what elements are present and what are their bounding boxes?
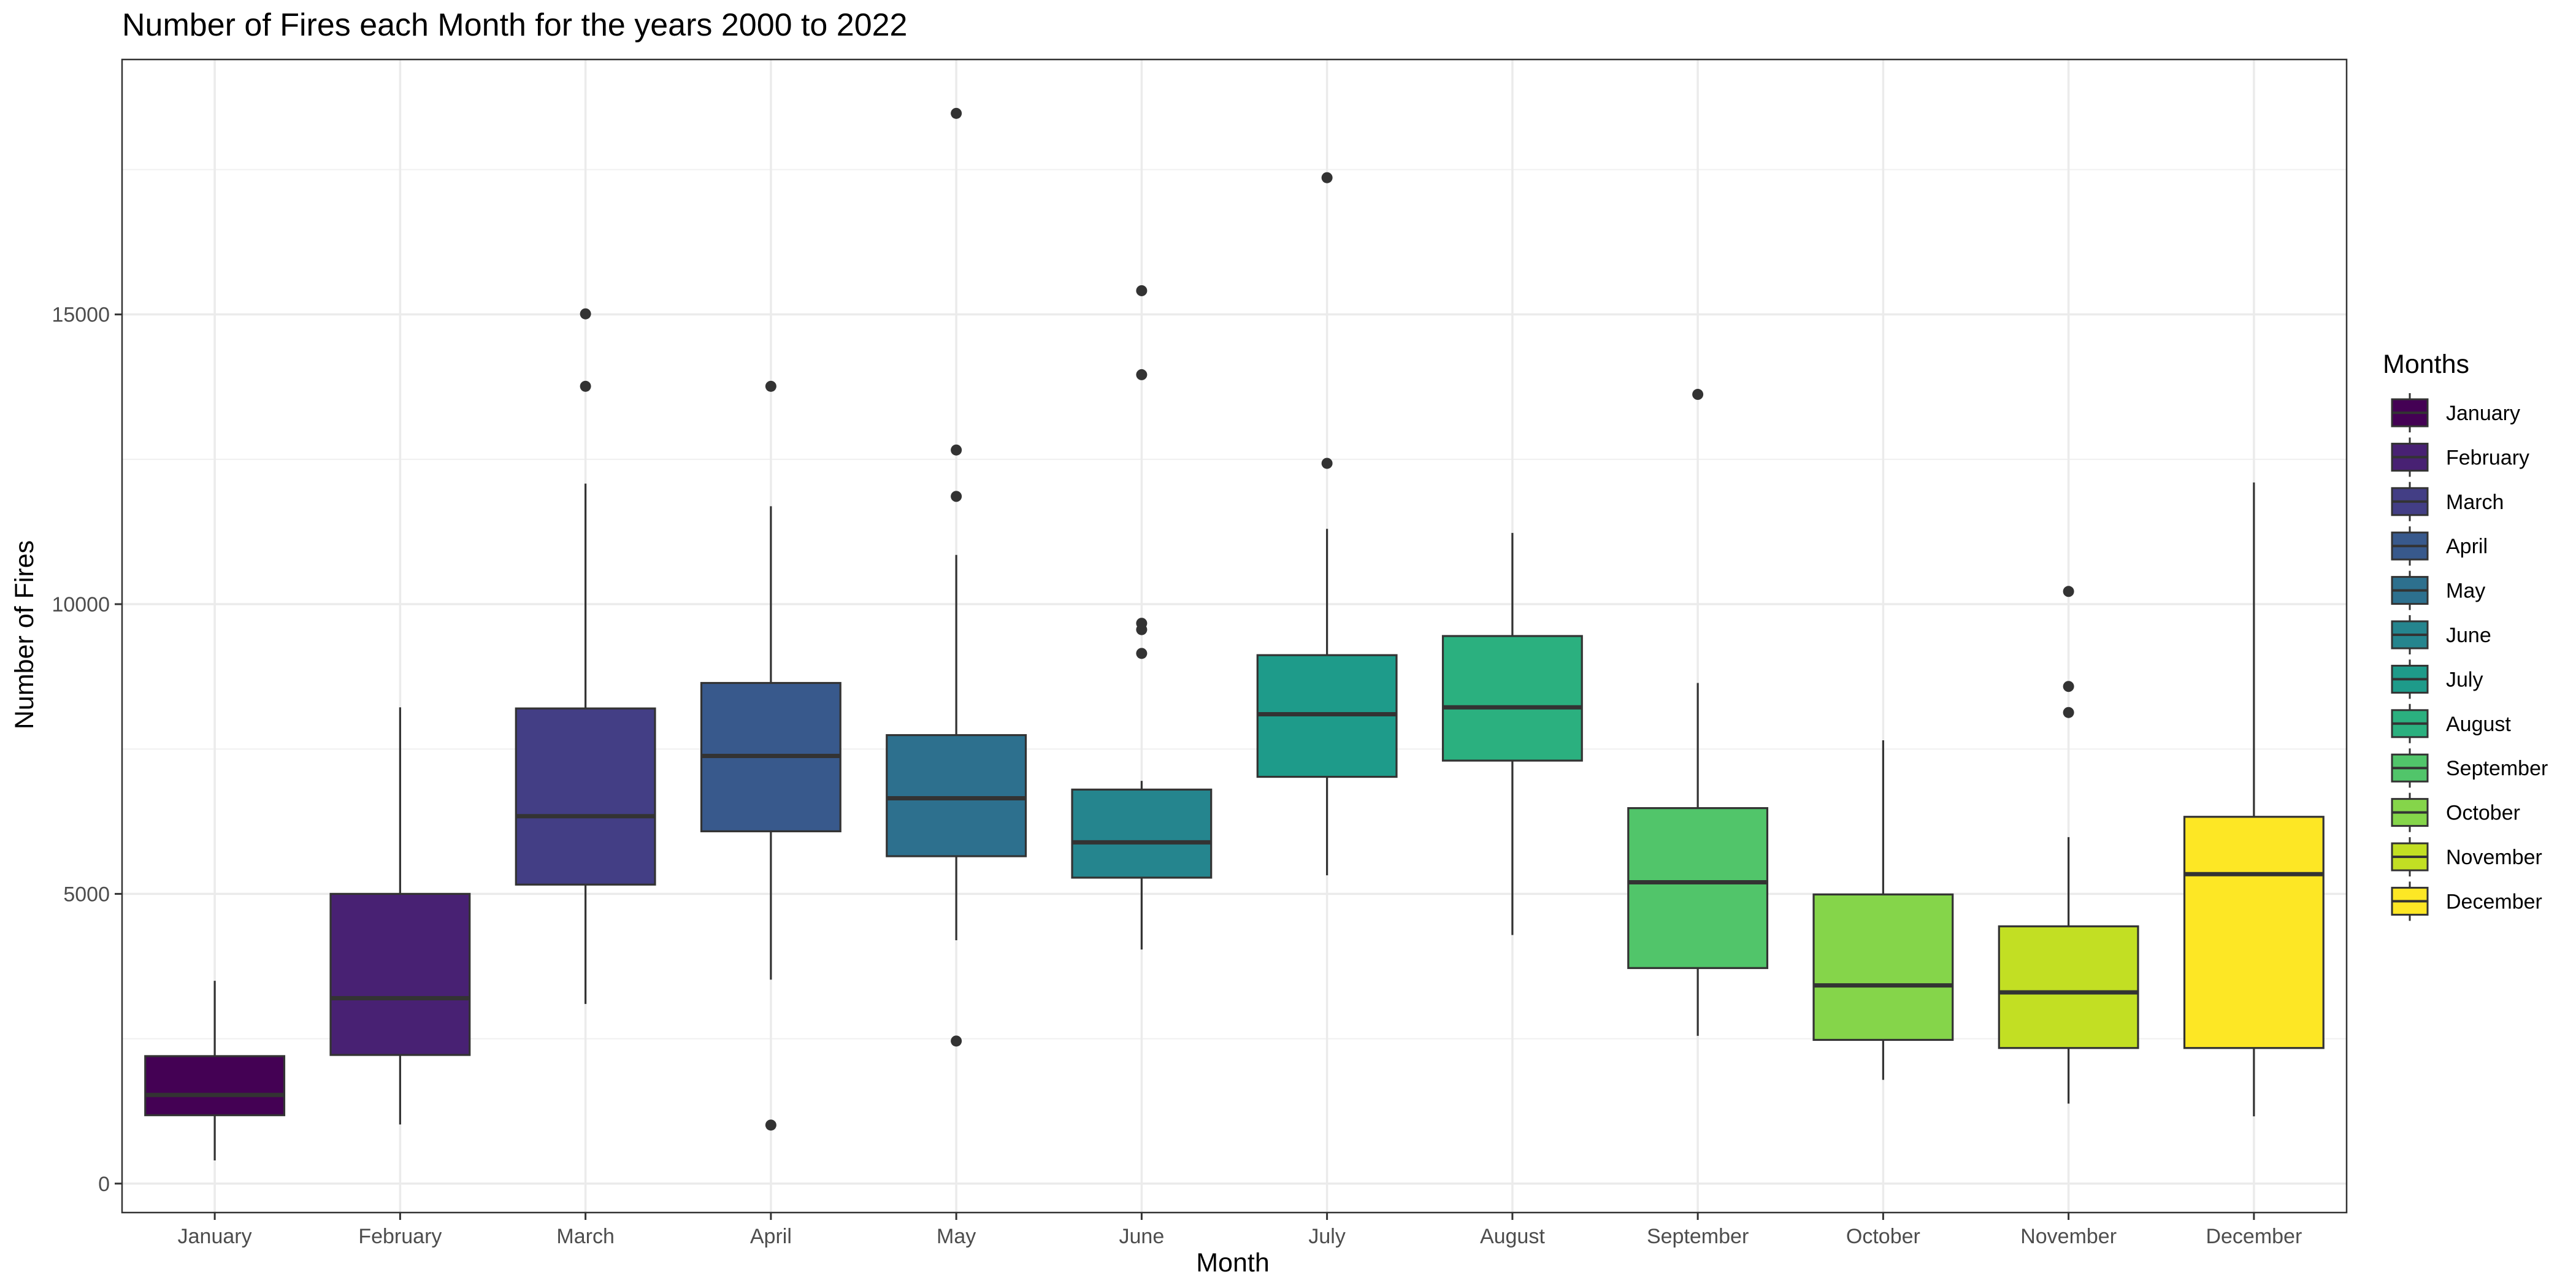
x-tick-label: December: [2206, 1225, 2302, 1248]
box-june: [1071, 285, 1213, 950]
outlier-point: [951, 107, 962, 119]
legend-label: November: [2446, 846, 2542, 869]
x-tick-label: April: [750, 1225, 792, 1248]
box-iqr: [1441, 635, 1583, 762]
legend-label: February: [2446, 446, 2529, 469]
x-tick-label: May: [937, 1225, 976, 1248]
box-iqr: [1998, 925, 2139, 1049]
legend-label: March: [2446, 491, 2504, 514]
y-tick-label: 0: [98, 1173, 110, 1196]
legend-item-march: March: [2391, 481, 2504, 521]
outlier-point: [580, 308, 591, 320]
legend-item-october: October: [2391, 792, 2520, 832]
x-tick-label: October: [1846, 1225, 1920, 1248]
outlier-point: [580, 380, 591, 392]
box-iqr: [886, 734, 1027, 857]
box-november: [1998, 586, 2139, 1104]
outlier-point: [1321, 458, 1333, 469]
boxplot-series: [144, 107, 2325, 1160]
box-august: [1441, 532, 1583, 935]
legend-item-may: May: [2391, 570, 2485, 610]
outlier-point: [951, 1035, 962, 1047]
box-march: [515, 308, 656, 1004]
chart-title: Number of Fires each Month for the years…: [122, 7, 907, 43]
x-tick-label: September: [1647, 1225, 1749, 1248]
panel-border: [121, 58, 2348, 1214]
outlier-point: [1136, 618, 1148, 629]
x-tick-label: July: [1308, 1225, 1345, 1248]
legend-item-december: December: [2391, 881, 2542, 921]
legend-item-november: November: [2391, 837, 2542, 876]
x-tick-label: January: [178, 1225, 252, 1248]
outlier-point: [1136, 369, 1148, 380]
legend-label: October: [2446, 802, 2520, 825]
box-february: [329, 707, 471, 1125]
x-tick-label: June: [1119, 1225, 1165, 1248]
outlier-point: [765, 1119, 776, 1131]
legend-item-june: June: [2391, 615, 2491, 654]
outlier-point: [765, 380, 776, 392]
box-april: [700, 380, 841, 1131]
box-iqr: [1812, 893, 1954, 1041]
box-iqr: [2183, 816, 2325, 1049]
x-tick-label: March: [556, 1225, 614, 1248]
outlier-point: [951, 491, 962, 502]
y-tick-label: 15000: [52, 304, 110, 327]
outlier-point: [1692, 389, 1704, 401]
legend-item-july: July: [2391, 659, 2483, 699]
y-tick-label: 10000: [52, 593, 110, 616]
box-iqr: [1071, 788, 1213, 879]
box-september: [1627, 389, 1769, 1036]
legend-label: April: [2446, 535, 2488, 558]
legend-label: May: [2446, 580, 2485, 603]
box-january: [144, 981, 286, 1160]
box-july: [1256, 172, 1398, 876]
outlier-point: [2063, 681, 2074, 692]
legend-item-september: September: [2391, 748, 2548, 788]
box-iqr: [144, 1055, 286, 1116]
outlier-point: [2063, 586, 2074, 597]
legend-title: Months: [2383, 350, 2469, 379]
box-may: [886, 107, 1027, 1047]
legend-label: January: [2446, 402, 2520, 425]
outlier-point: [2063, 707, 2074, 718]
legend-item-april: April: [2391, 526, 2488, 566]
legend-item-february: February: [2391, 437, 2529, 477]
legend-label: September: [2446, 757, 2548, 780]
legend: Months January February March April May June J…: [2383, 350, 2548, 921]
x-axis-title: Month: [1196, 1248, 1270, 1278]
box-december: [2183, 482, 2325, 1117]
legend-label: August: [2446, 713, 2511, 736]
outlier-point: [1136, 285, 1148, 296]
legend-label: July: [2446, 668, 2483, 691]
y-tick-label: 5000: [63, 883, 110, 906]
outlier-point: [1136, 648, 1148, 659]
box-october: [1812, 740, 1954, 1080]
y-axis-title: Number of Fires: [10, 540, 39, 729]
legend-label: December: [2446, 890, 2542, 913]
legend-label: June: [2446, 624, 2491, 647]
box-iqr: [1627, 807, 1769, 969]
outlier-point: [951, 444, 962, 456]
outlier-point: [1321, 172, 1333, 183]
x-tick-label: February: [358, 1225, 442, 1248]
legend-item-august: August: [2391, 703, 2511, 743]
box-iqr: [329, 892, 471, 1056]
x-tick-label: August: [1480, 1225, 1545, 1248]
x-tick-label: November: [2020, 1225, 2117, 1248]
box-iqr: [515, 707, 656, 886]
legend-item-january: January: [2391, 393, 2520, 432]
axes: 0 5000 10000 15000 January February March April…: [52, 304, 2302, 1248]
